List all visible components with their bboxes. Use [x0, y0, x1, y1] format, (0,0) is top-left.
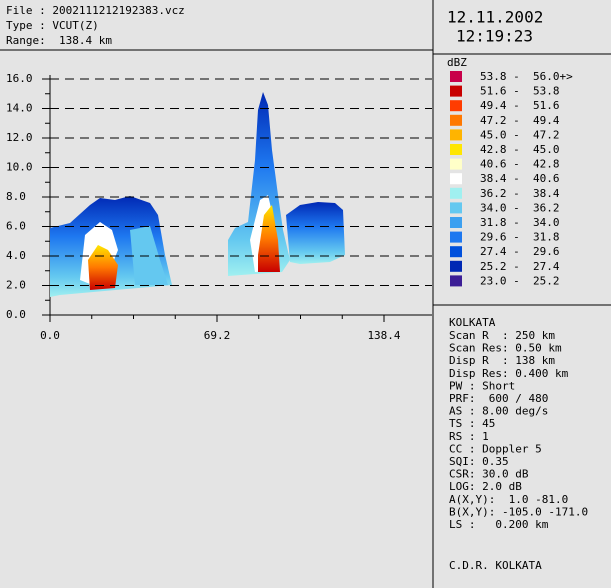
legend-swatch: [450, 188, 462, 199]
info-line: Disp R : 138 km: [449, 354, 555, 367]
legend-label: 42.8 - 45.0: [480, 143, 559, 156]
legend-swatch: [450, 232, 462, 243]
info-line: A(X,Y): 1.0 -81.0: [449, 493, 568, 506]
type: Type : VCUT(Z): [6, 19, 99, 32]
x-tick-label: 69.2: [204, 329, 231, 342]
y-tick-label: 4.0: [6, 249, 26, 262]
info-line: Scan R : 250 km: [449, 329, 555, 342]
x-tick-label: 0.0: [40, 329, 60, 342]
footer: C.D.R. KOLKATA: [449, 559, 542, 572]
info-line: B(X,Y): -105.0 -171.0: [449, 505, 588, 518]
info-line: AS : 8.00 deg/s: [449, 405, 548, 418]
y-tick-label: 16.0: [6, 72, 33, 85]
y-tick-label: 8.0: [6, 190, 26, 203]
legend-swatch: [450, 86, 462, 97]
legend-swatch: [450, 261, 462, 272]
legend-swatch: [450, 246, 462, 257]
info-line: SQI: 0.35: [449, 455, 509, 468]
y-tick-label: 12.0: [6, 131, 33, 144]
legend-label: 47.2 - 49.4: [480, 114, 560, 127]
echo: [286, 202, 345, 264]
legend-label: 31.8 - 34.0: [480, 216, 559, 229]
y-tick-label: 0.0: [6, 308, 26, 321]
legend-label: 51.6 - 53.8: [480, 85, 559, 98]
legend-swatch: [450, 115, 462, 126]
legend-swatch: [450, 100, 462, 111]
legend-label: 34.0 - 36.2: [480, 201, 559, 214]
info-line: PW : Short: [449, 379, 515, 392]
legend-swatch: [450, 159, 462, 170]
info-line: PRF: 600 / 480: [449, 392, 548, 405]
info-line: CSR: 30.0 dB: [449, 468, 529, 481]
info-line: TS : 45: [449, 417, 495, 430]
legend-label: 27.4 - 29.6: [480, 245, 559, 258]
station: KOLKATA: [449, 316, 496, 329]
info-line: Disp Res: 0.400 km: [449, 367, 569, 380]
legend-swatch: [450, 129, 462, 140]
date: 12.11.2002: [447, 8, 543, 27]
x-tick-label: 138.4: [367, 329, 400, 342]
legend-label: 53.8 - 56.0+>: [480, 70, 573, 83]
info-line: LS : 0.200 km: [449, 518, 549, 531]
range: Range: 138.4 km: [6, 34, 112, 47]
legend-swatch: [450, 202, 462, 213]
legend-label: 38.4 - 40.6: [480, 172, 559, 185]
legend-swatch: [450, 71, 462, 82]
legend-swatch: [450, 217, 462, 228]
y-tick-label: 2.0: [6, 279, 26, 292]
info-line: LOG: 2.0 dB: [449, 480, 522, 493]
legend-label: 25.2 - 27.4: [480, 260, 560, 273]
y-tick-label: 14.0: [6, 102, 33, 115]
y-tick-label: 6.0: [6, 220, 26, 233]
info-line: CC : Doppler 5: [449, 442, 542, 455]
legend-label: 45.0 - 47.2: [480, 128, 559, 141]
legend-label: 23.0 - 25.2: [480, 274, 559, 287]
legend-label: 29.6 - 31.8: [480, 231, 559, 244]
legend-label: 36.2 - 38.4: [480, 187, 560, 200]
legend-swatch: [450, 173, 462, 184]
file: File : 2002111212192383.vcz: [6, 4, 185, 17]
legend-swatch: [450, 144, 462, 155]
time: 12:19:23: [456, 27, 533, 46]
info-line: Scan Res: 0.50 km: [449, 342, 562, 355]
y-tick-label: 10.0: [6, 161, 33, 174]
info-line: RS : 1: [449, 430, 489, 443]
screen: File : 2002111212192383.vcz Type : VCUT(…: [0, 0, 611, 588]
legend-label: 49.4 - 51.6: [480, 99, 559, 112]
legend-label: 40.6 - 42.8: [480, 158, 559, 171]
legend-swatch: [450, 275, 462, 286]
legend-unit: dBZ: [447, 56, 467, 69]
